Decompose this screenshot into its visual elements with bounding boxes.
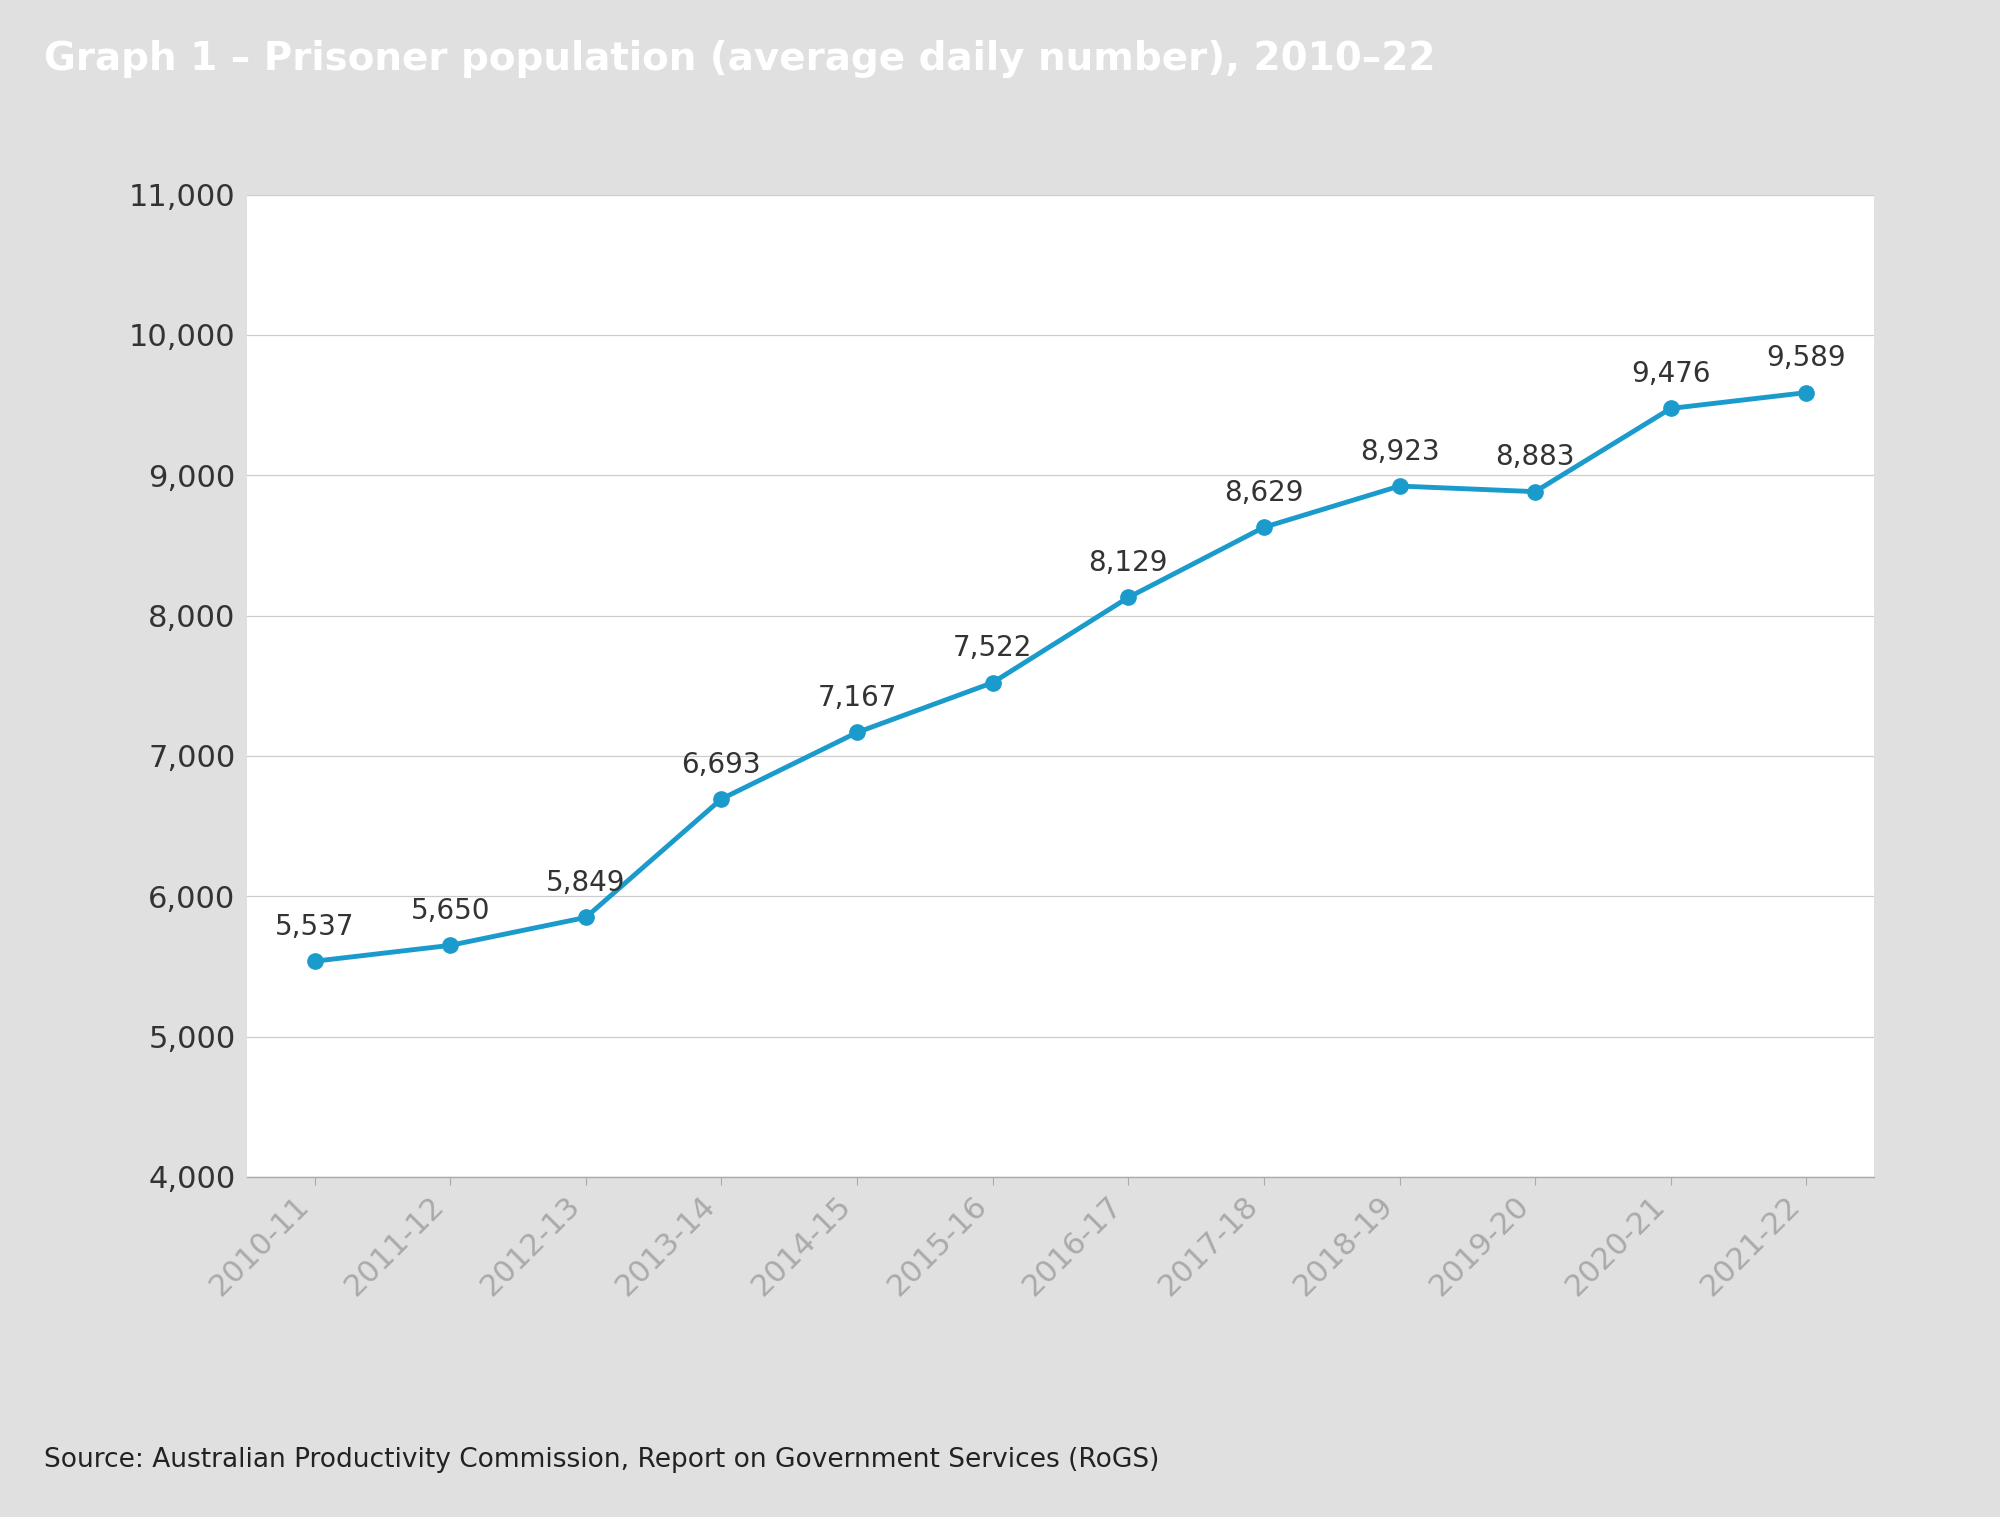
Text: 5,650: 5,650 bbox=[410, 897, 490, 925]
Text: Source: Australian Productivity Commission, Report on Government Services (RoGS): Source: Australian Productivity Commissi… bbox=[44, 1447, 1160, 1473]
Text: 5,537: 5,537 bbox=[274, 913, 354, 941]
Text: 8,883: 8,883 bbox=[1496, 443, 1574, 472]
Text: 7,167: 7,167 bbox=[818, 684, 896, 711]
Text: Graph 1 – Prisoner population (average daily number), 2010–22: Graph 1 – Prisoner population (average d… bbox=[44, 39, 1436, 77]
Text: 9,589: 9,589 bbox=[1766, 344, 1846, 372]
Text: 8,629: 8,629 bbox=[1224, 479, 1304, 507]
Text: 5,849: 5,849 bbox=[546, 869, 626, 897]
Text: 6,693: 6,693 bbox=[682, 751, 762, 778]
Text: 9,476: 9,476 bbox=[1632, 360, 1710, 388]
Text: 8,923: 8,923 bbox=[1360, 438, 1440, 466]
Text: 7,522: 7,522 bbox=[952, 634, 1032, 663]
Text: 8,129: 8,129 bbox=[1088, 549, 1168, 576]
